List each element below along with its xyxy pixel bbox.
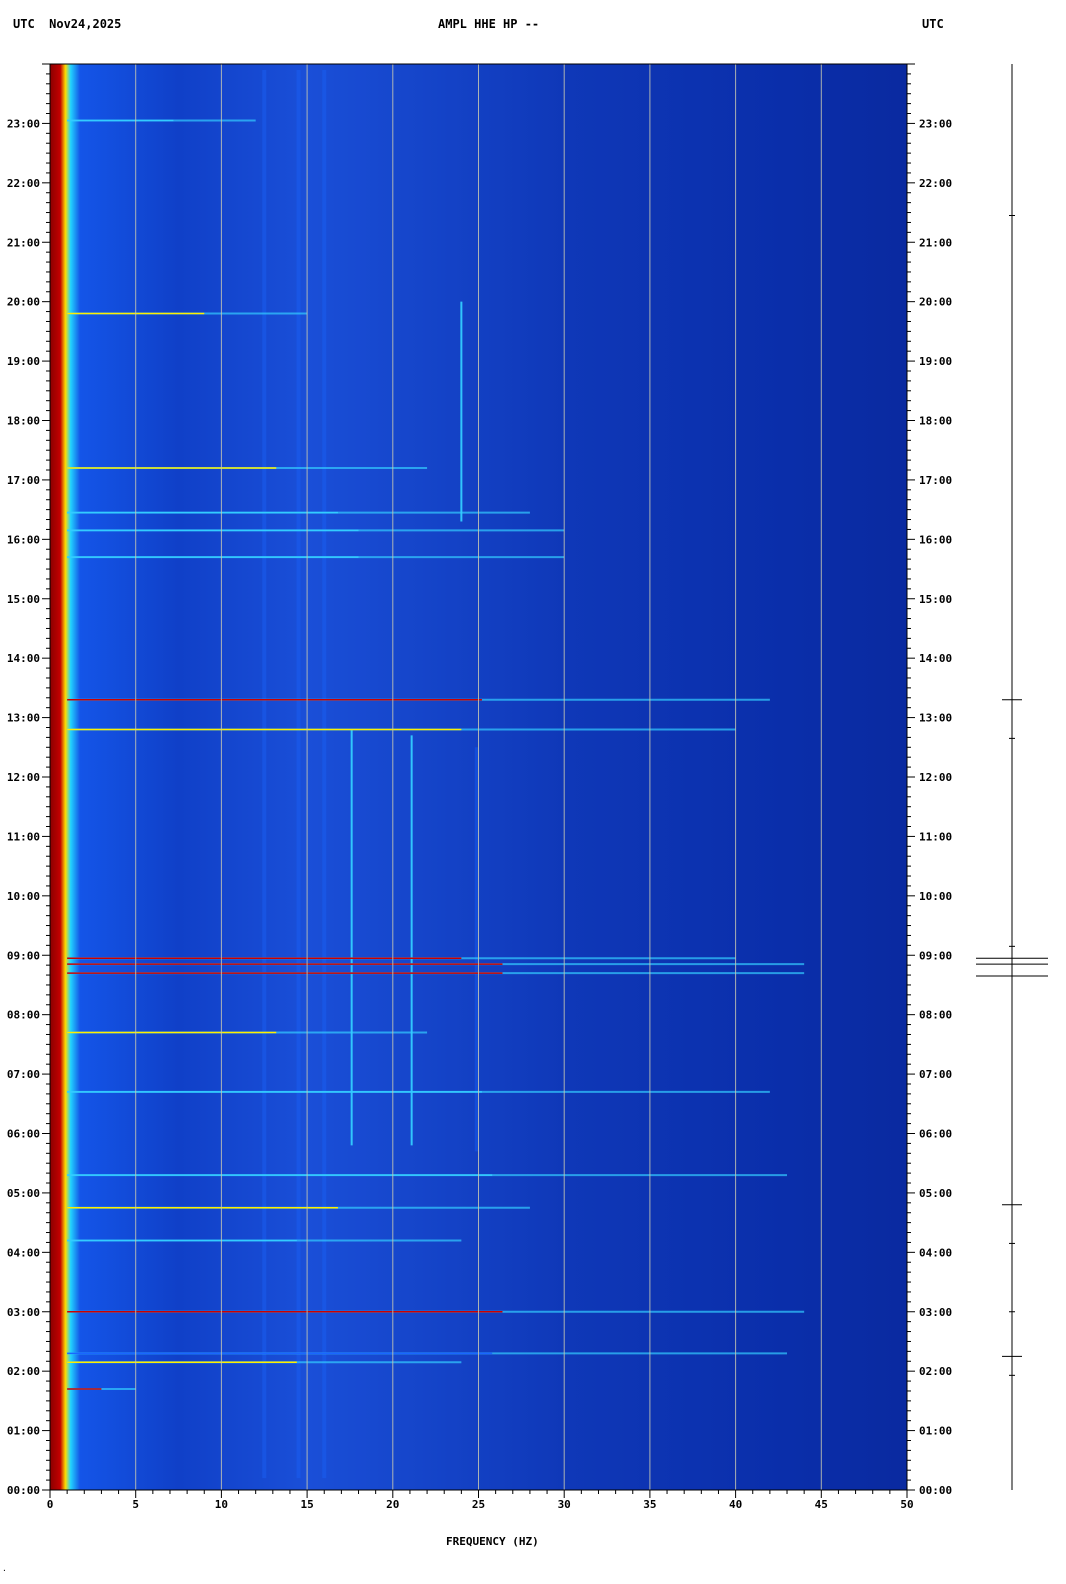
x-tick-label-9: 45: [815, 1498, 828, 1511]
y-tick-label-left-2: 02:00: [7, 1365, 40, 1378]
time-axis-right: 00:00 01:00 02:00 03:00 04:00 05:00 06:00 07:00…: [907, 63, 952, 1497]
y-tick-label-left-15: 15:00: [7, 593, 40, 606]
y-tick-label-left-23: 23:00: [7, 117, 40, 130]
y-tick-label-right-21: 21:00: [919, 236, 952, 249]
y-tick-label-left-16: 16:00: [7, 533, 40, 546]
y-tick-label-right-3: 03:00: [919, 1306, 952, 1319]
date-label: UTC Nov24,2025: [13, 17, 122, 31]
y-tick-label-right-12: 12:00: [919, 771, 952, 784]
y-tick-label-right-5: 05:00: [919, 1187, 952, 1200]
y-tick-label-left-17: 17:00: [7, 474, 40, 487]
y-tick-label-right-2: 02:00: [919, 1365, 952, 1378]
y-tick-label-left-8: 08:00: [7, 1009, 40, 1022]
y-tick-label-left-1: 01:00: [7, 1425, 40, 1438]
seismogram-trace: [976, 64, 1048, 1490]
y-tick-label-right-20: 20:00: [919, 296, 952, 309]
y-tick-label-right-8: 08:00: [919, 1009, 952, 1022]
y-tick-label-left-3: 03:00: [7, 1306, 40, 1319]
x-tick-label-1: 5: [132, 1498, 139, 1511]
y-tick-label-right-14: 14:00: [919, 652, 952, 665]
y-tick-label-right-19: 19:00: [919, 355, 952, 368]
x-tick-label-4: 20: [386, 1498, 399, 1511]
y-tick-label-left-20: 20:00: [7, 296, 40, 309]
y-tick-label-left-18: 18:00: [7, 415, 40, 428]
y-tick-label-right-15: 15:00: [919, 593, 952, 606]
y-tick-label-left-14: 14:00: [7, 652, 40, 665]
timezone-label-right: UTC: [922, 17, 944, 31]
footer-mark: ·: [2, 1566, 7, 1575]
x-tick-label-5: 25: [472, 1498, 485, 1511]
y-tick-label-left-9: 09:00: [7, 949, 40, 962]
y-tick-label-right-22: 22:00: [919, 177, 952, 190]
y-tick-label-right-7: 07:00: [919, 1068, 952, 1081]
y-tick-label-left-11: 11:00: [7, 830, 40, 843]
y-tick-label-left-0: 00:00: [7, 1484, 40, 1497]
y-tick-label-right-23: 23:00: [919, 117, 952, 130]
y-tick-label-right-11: 11:00: [919, 830, 952, 843]
x-tick-label-0: 0: [47, 1498, 54, 1511]
y-tick-label-right-4: 04:00: [919, 1246, 952, 1259]
y-tick-label-left-7: 07:00: [7, 1068, 40, 1081]
x-tick-label-10: 50: [900, 1498, 913, 1511]
y-tick-label-left-6: 06:00: [7, 1128, 40, 1141]
y-tick-label-right-9: 09:00: [919, 949, 952, 962]
y-tick-label-right-10: 10:00: [919, 890, 952, 903]
y-tick-label-right-1: 01:00: [919, 1425, 952, 1438]
x-tick-label-2: 10: [215, 1498, 228, 1511]
x-tick-label-7: 35: [643, 1498, 656, 1511]
x-tick-label-8: 40: [729, 1498, 742, 1511]
time-axis-left: 00:00 01:00 02:00 03:00 04:00 05:00 06:00 07:00…: [7, 63, 50, 1497]
y-tick-label-left-19: 19:00: [7, 355, 40, 368]
y-tick-label-right-6: 06:00: [919, 1128, 952, 1141]
y-tick-label-right-13: 13:00: [919, 712, 952, 725]
x-axis-label: FREQUENCY (HZ): [446, 1535, 539, 1548]
chart-title: AMPL HHE HP --: [438, 17, 540, 31]
y-tick-label-right-17: 17:00: [919, 474, 952, 487]
y-tick-label-left-13: 13:00: [7, 712, 40, 725]
y-tick-label-left-12: 12:00: [7, 771, 40, 784]
x-tick-label-3: 15: [300, 1498, 313, 1511]
event-lines: [67, 119, 805, 1390]
y-tick-label-left-21: 21:00: [7, 236, 40, 249]
y-tick-label-left-4: 04:00: [7, 1246, 40, 1259]
y-tick-label-right-16: 16:00: [919, 533, 952, 546]
tone-lines: [262, 69, 479, 1479]
x-tick-label-6: 30: [558, 1498, 571, 1511]
y-tick-label-left-5: 05:00: [7, 1187, 40, 1200]
y-tick-label-right-18: 18:00: [919, 415, 952, 428]
frequency-axis: 0 5 10 15 20 25 30 35 40 45 50: [47, 1490, 914, 1511]
y-tick-label-right-0: 00:00: [919, 1484, 952, 1497]
y-tick-label-left-22: 22:00: [7, 177, 40, 190]
frequency-gridlines: [135, 64, 822, 1490]
y-tick-label-left-10: 10:00: [7, 890, 40, 903]
